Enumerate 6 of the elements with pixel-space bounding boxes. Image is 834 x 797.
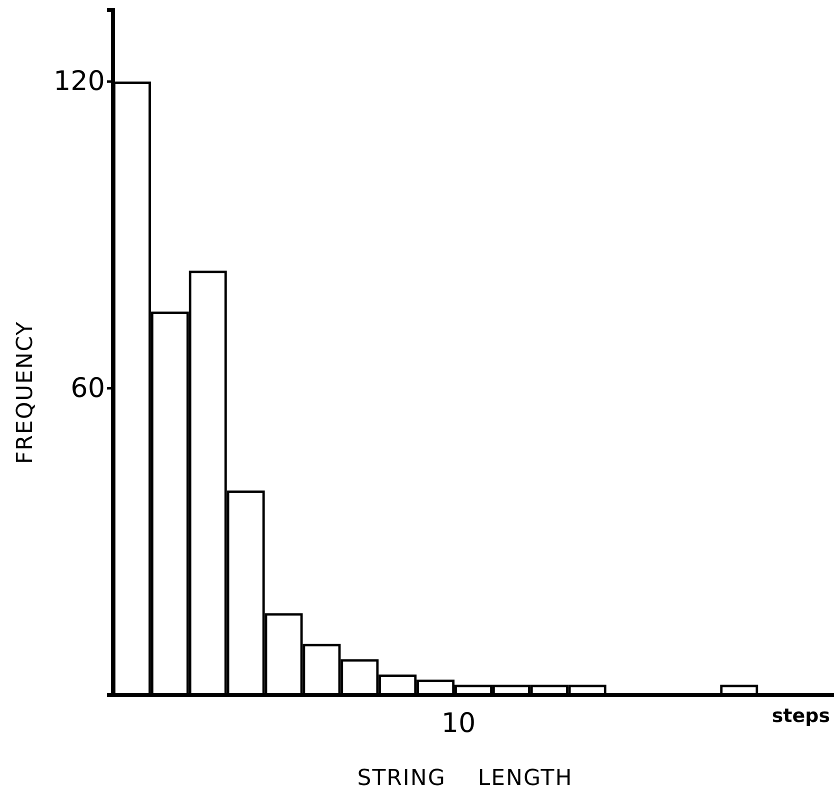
y-tick-label: 60 <box>70 372 105 404</box>
x-axis-title: STRING LENGTH <box>357 766 573 791</box>
y-tick-label: 120 <box>53 66 105 98</box>
y-axis-title: FREQUENCY <box>13 320 38 464</box>
text: 10 <box>441 708 476 739</box>
text: steps <box>772 705 830 727</box>
